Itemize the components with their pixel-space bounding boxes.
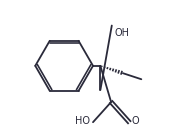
Text: O: O xyxy=(132,116,140,126)
Text: HO: HO xyxy=(75,116,90,126)
Text: OH: OH xyxy=(114,28,129,38)
